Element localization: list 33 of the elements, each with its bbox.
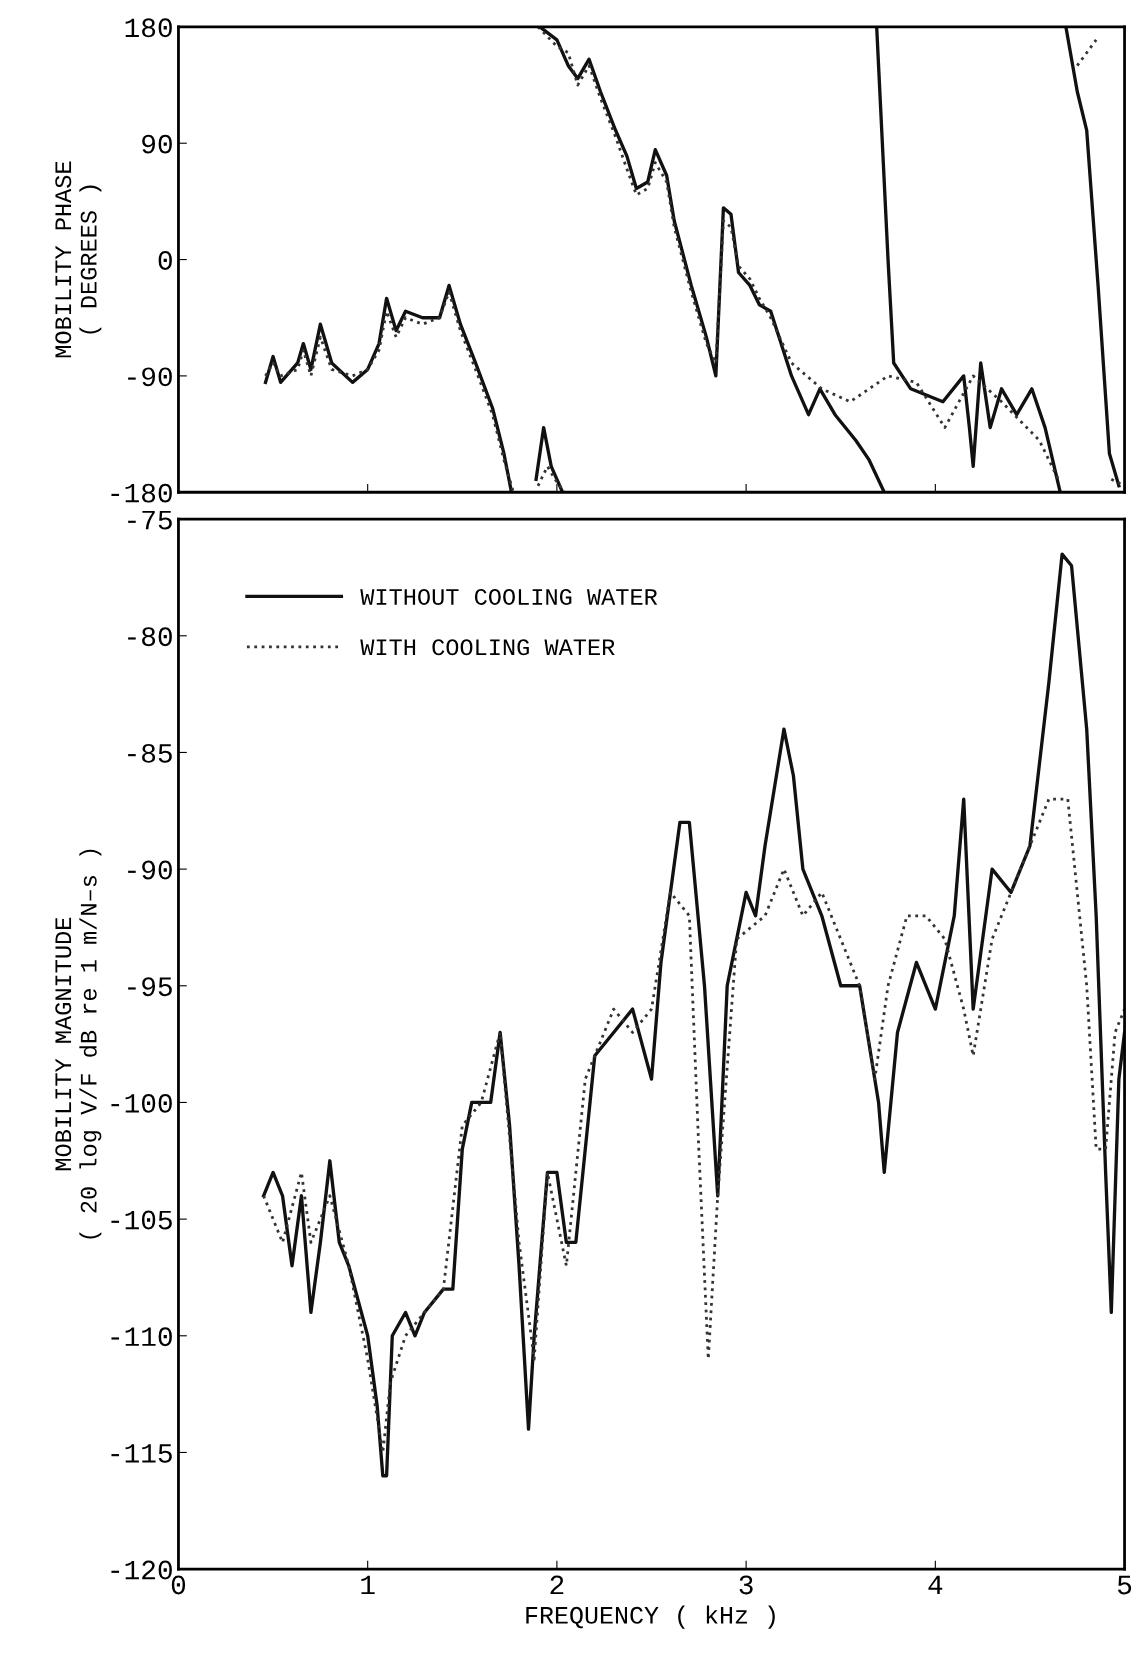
x-tick-label: 5 (1117, 1575, 1132, 1595)
y-tick-label: -110 (111, 1327, 172, 1347)
y-tick-label: 180 (125, 18, 172, 38)
x-axis-title: FREQUENCY ( kHz ) (526, 1605, 775, 1629)
line-series (534, 425, 565, 493)
line-series (538, 26, 886, 493)
y-tick-label: 0 (158, 251, 172, 270)
y-axis-title: MOBILITY PHASE ( DEGREES ) (55, 161, 102, 358)
y-axis-title: MOBILITY MAGNITUDE ( 20 log V/F dB re 1 m/N–s ) (55, 849, 102, 1239)
y-tick-label: -115 (111, 1444, 172, 1463)
y-tick-label: -80 (128, 627, 172, 647)
line-series (261, 552, 1125, 1478)
y-tick-label: -180 (111, 483, 172, 503)
y-tick-label: -120 (111, 1560, 172, 1580)
y-tick-label: -75 (128, 510, 172, 530)
legend-label: WITHOUT COOLING WATER (360, 588, 658, 605)
y-tick-label: -90 (128, 860, 172, 880)
x-tick-label: 3 (739, 1575, 753, 1595)
legend-label: WITH COOLING WATER (360, 639, 615, 656)
y-tick-label: -85 (128, 743, 172, 763)
line-series (875, 26, 1062, 493)
line-series (1064, 26, 1121, 488)
y-tick-label: -90 (128, 367, 172, 387)
y-tick-label: -95 (128, 977, 172, 997)
x-tick-label: 0 (171, 1575, 186, 1595)
x-tick-label: 1 (361, 1575, 375, 1595)
y-tick-label: -100 (111, 1093, 172, 1113)
line-series (262, 797, 1125, 1454)
x-tick-label: 4 (928, 1575, 943, 1595)
line-series (536, 26, 1060, 481)
y-tick-label: 90 (142, 134, 172, 154)
x-tick-label: 2 (550, 1575, 564, 1595)
y-tick-label: -105 (111, 1210, 172, 1230)
